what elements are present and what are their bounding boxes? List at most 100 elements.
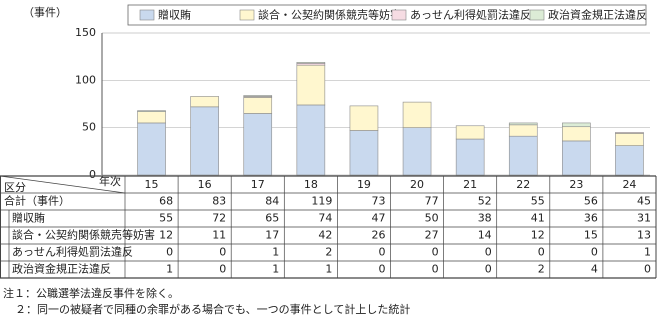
y-tick-label: 150 (75, 26, 96, 39)
row-header: 区分 (4, 181, 26, 194)
total-cell: 52 (478, 195, 492, 208)
table-cell: 0 (538, 246, 545, 259)
series-row-label: 贈収賄 (12, 211, 45, 225)
legend-label: あっせん利得処罰法違反 (410, 8, 531, 22)
bar-segment (455, 125, 485, 140)
x-tick-label: 15 (145, 178, 159, 191)
bar-segment (137, 110, 166, 112)
legend-label: 贈収賄 (158, 8, 191, 22)
table-cell: 14 (478, 229, 492, 242)
table-cell: 38 (478, 212, 492, 225)
table-cell: 12 (159, 229, 173, 242)
x-tick-label: 21 (463, 178, 477, 191)
table-cell: 12 (531, 229, 545, 242)
legend-swatch (529, 9, 545, 21)
table-cell: 1 (166, 263, 173, 276)
total-cell: 68 (159, 195, 173, 208)
bar-segment (137, 111, 166, 124)
table-cell: 4 (591, 263, 598, 276)
table-cell: 13 (637, 229, 651, 242)
bar-segment (615, 132, 644, 134)
total-cell: 73 (372, 195, 386, 208)
table-cell: 1 (272, 263, 279, 276)
bar-segment (137, 122, 166, 176)
bar-segment (402, 101, 432, 128)
bar-segment (243, 95, 273, 97)
bar-segment (296, 62, 326, 64)
note: 注１：公職選挙法違反事件を除く。 (3, 286, 179, 300)
table-cell: 0 (591, 246, 598, 259)
table-cell: 0 (166, 246, 173, 259)
legend-label: 談合・公契約関係競売等妨害 (258, 8, 401, 22)
table-cell: 50 (425, 212, 439, 225)
table-cell: 1 (644, 246, 651, 259)
table-cell: 0 (379, 246, 386, 259)
bar-segment (562, 140, 591, 176)
series-row-label: あっせん利得処罰法違反 (12, 245, 133, 259)
table-cell: 2 (538, 263, 545, 276)
table-cell: 17 (265, 229, 279, 242)
table-cell: 0 (485, 263, 492, 276)
bar-segment (508, 124, 538, 137)
column-header: 年次 (99, 174, 121, 188)
x-tick-label: 16 (198, 178, 212, 191)
total-cell: 56 (584, 195, 598, 208)
y-tick-label: 100 (75, 73, 96, 86)
legend-swatch (239, 9, 255, 21)
x-tick-label: 22 (516, 178, 530, 191)
table-cell: 2 (325, 246, 332, 259)
x-tick-label: 17 (251, 178, 265, 191)
table-cell: 0 (485, 246, 492, 259)
total-label: 合計（事件） (4, 194, 70, 208)
table-cell: 0 (219, 246, 226, 259)
note: ２：同一の被疑者で同種の余罪がある場合でも、一つの事件として計上した統計 (15, 302, 410, 316)
bar-segment (455, 138, 485, 176)
table-cell: 0 (219, 263, 226, 276)
bar-segment (243, 97, 273, 114)
total-cell: 83 (212, 195, 226, 208)
table-cell: 41 (531, 212, 545, 225)
y-tick-label: 50 (82, 121, 96, 134)
bar-segment (349, 105, 379, 131)
x-tick-label: 23 (569, 178, 583, 191)
legend-swatch (139, 9, 155, 21)
table-cell: 1 (272, 246, 279, 259)
total-cell: 119 (311, 195, 332, 208)
bar-segment (190, 96, 219, 108)
table-cell: 42 (318, 229, 332, 242)
table-cell: 11 (212, 229, 226, 242)
table-cell: 55 (159, 212, 173, 225)
total-cell: 84 (265, 195, 279, 208)
series-row-label: 政治資金規正法違反 (12, 262, 111, 276)
bar-segment (615, 145, 644, 176)
table-cell: 72 (212, 212, 226, 225)
bar-segment (562, 122, 591, 128)
bar-segment (508, 122, 538, 126)
bar-segment (296, 104, 326, 176)
table-cell: 1 (325, 263, 332, 276)
table-cell: 31 (637, 212, 651, 225)
y-tick-label: 0 (89, 168, 96, 181)
bar-segment (402, 127, 432, 176)
bar-segment (190, 106, 219, 176)
bar-segment (243, 113, 273, 176)
series-row-label: 談合・公契約関係競売等妨害 (12, 228, 155, 242)
legend-label: 政治資金規正法違反 (548, 8, 647, 22)
bar-segment (296, 64, 326, 106)
table-cell: 15 (584, 229, 598, 242)
x-tick-label: 19 (357, 178, 371, 191)
table-cell: 36 (584, 212, 598, 225)
bar-segment (615, 133, 644, 146)
table-cell: 0 (644, 263, 651, 276)
total-cell: 77 (425, 195, 439, 208)
legend-box (127, 4, 647, 26)
x-tick-label: 18 (304, 178, 318, 191)
table-cell: 0 (379, 263, 386, 276)
x-tick-label: 20 (410, 178, 424, 191)
bar-segment (562, 126, 591, 142)
table-cell: 26 (372, 229, 386, 242)
bar-segment (508, 135, 538, 176)
table-cell: 0 (432, 246, 439, 259)
